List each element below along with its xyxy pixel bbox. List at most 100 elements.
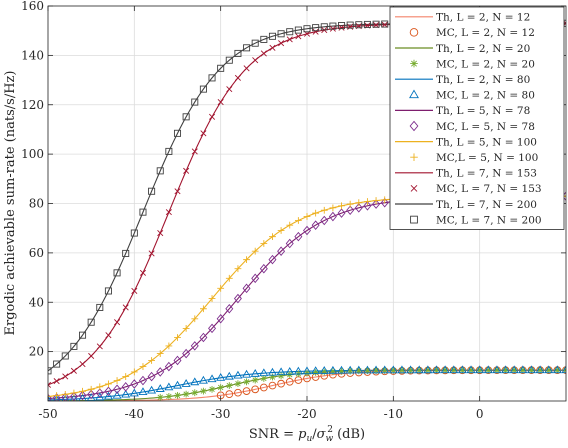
legend-entry-label: MC, L = 7, N = 200 <box>436 214 542 226</box>
data-point <box>207 374 217 383</box>
data-point <box>364 198 371 205</box>
data-point <box>104 287 112 295</box>
data-point <box>88 352 95 360</box>
data-point <box>415 366 423 374</box>
data-point <box>475 365 485 374</box>
data-point <box>148 250 155 257</box>
data-point <box>104 386 113 397</box>
data-point <box>182 324 190 332</box>
data-point <box>174 391 181 399</box>
data-point <box>61 352 69 360</box>
legend-entry-label: Th, L = 5, N = 78 <box>436 105 530 117</box>
data-point <box>431 365 442 374</box>
data-point <box>121 382 130 392</box>
data-point <box>96 343 103 350</box>
data-point <box>295 33 302 40</box>
data-point <box>260 375 268 382</box>
data-point <box>372 367 380 374</box>
data-point <box>129 388 139 397</box>
data-point <box>216 313 225 324</box>
data-point <box>174 334 181 341</box>
data-point <box>96 383 104 391</box>
data-point <box>165 209 172 216</box>
legend-marker-symbol <box>410 185 418 192</box>
data-point <box>311 220 320 230</box>
data-point <box>286 221 294 229</box>
data-point <box>79 361 86 368</box>
data-point <box>79 387 86 395</box>
data-point <box>243 256 250 264</box>
data-point <box>157 230 164 237</box>
data-point <box>122 373 130 380</box>
data-point <box>122 249 130 257</box>
data-point <box>234 74 241 81</box>
data-point <box>156 393 164 401</box>
data-point <box>493 366 501 374</box>
data-point <box>70 342 78 350</box>
data-point <box>105 332 112 339</box>
data-point <box>53 392 61 399</box>
data-point <box>285 238 294 249</box>
legend-marker-symbol <box>409 89 419 99</box>
data-point <box>328 365 338 374</box>
legend-entry-label: MC, L = 2, N = 20 <box>436 58 535 70</box>
x-tick-label: -20 <box>297 407 316 421</box>
data-point <box>147 385 157 394</box>
data-point <box>250 369 260 377</box>
data-point <box>251 247 259 255</box>
data-point <box>234 49 242 57</box>
data-point <box>294 26 302 34</box>
data-point <box>424 366 432 374</box>
data-point <box>165 147 173 155</box>
data-point <box>293 366 303 375</box>
data-point <box>48 367 52 375</box>
data-point <box>285 366 295 375</box>
data-point <box>277 379 285 388</box>
data-point <box>467 366 475 374</box>
data-point <box>243 378 250 386</box>
data-point <box>466 365 476 374</box>
data-point <box>337 208 346 218</box>
axis-ticks: -50 -40 -30 -20 -10 0 20 40 60 80 100 120 140 160 <box>21 0 566 421</box>
y-tick-label: 140 <box>21 48 44 62</box>
data-point <box>225 390 234 398</box>
data-point <box>172 380 183 389</box>
data-point <box>259 263 268 274</box>
data-point <box>269 233 276 241</box>
x-tick-label: 0 <box>476 407 484 421</box>
data-point <box>121 389 131 398</box>
data-point <box>552 365 562 374</box>
data-point <box>267 367 277 376</box>
data-point <box>242 369 252 378</box>
data-point <box>561 365 566 374</box>
data-point <box>397 365 407 374</box>
x-tick-label: -50 <box>38 407 57 421</box>
data-point <box>173 129 182 137</box>
data-point <box>381 196 389 204</box>
data-point <box>269 373 276 381</box>
legend-entry-label: Th, L = 7, N = 153 <box>436 168 537 180</box>
data-point <box>346 205 355 216</box>
data-point <box>518 365 528 374</box>
data-point <box>48 395 52 401</box>
data-point <box>276 367 286 376</box>
data-point <box>510 366 518 374</box>
data-point <box>182 390 190 398</box>
data-point <box>130 368 138 376</box>
data-point <box>346 21 354 29</box>
data-point <box>234 380 242 388</box>
legend-entry-label: MC, L = 7, N = 153 <box>436 183 542 195</box>
data-point <box>61 390 69 398</box>
x-tick-label: -30 <box>211 407 230 421</box>
data-point <box>78 390 87 401</box>
data-point <box>148 357 155 364</box>
data-point <box>190 341 199 351</box>
y-axis-label: Ergodic achievable sum-rate (nats/s/Hz) <box>3 71 18 336</box>
data-point <box>492 365 502 374</box>
data-point <box>165 342 173 350</box>
data-point <box>199 332 208 343</box>
data-point <box>398 366 406 374</box>
data-point <box>449 365 459 374</box>
data-point <box>337 365 347 374</box>
y-tick-label: 120 <box>21 98 44 112</box>
